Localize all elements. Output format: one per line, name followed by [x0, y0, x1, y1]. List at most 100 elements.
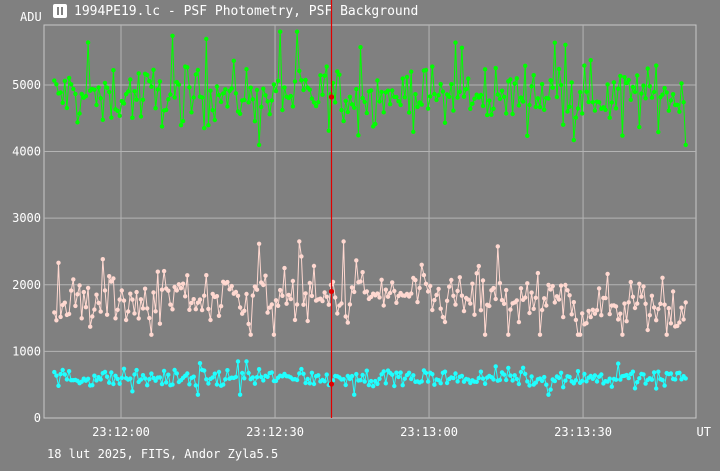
series-point [679, 305, 684, 310]
series-point [98, 377, 103, 382]
series-point [132, 89, 137, 94]
series-point [204, 377, 209, 382]
series-point [176, 282, 182, 287]
series-point [149, 332, 154, 337]
series-point [216, 313, 222, 318]
series-point [575, 369, 581, 374]
series-point [104, 85, 110, 90]
series-point [442, 120, 448, 126]
series-point [520, 99, 526, 104]
series-point [432, 382, 437, 387]
series-point [168, 92, 173, 97]
series-point [387, 102, 393, 107]
series-point [208, 317, 213, 323]
series-point [504, 111, 509, 116]
series-point [626, 300, 631, 305]
series-point [523, 371, 528, 377]
series-point [311, 100, 317, 105]
series-point [166, 372, 171, 377]
series-point [563, 42, 568, 47]
series-point [635, 301, 640, 306]
series-point [284, 301, 289, 306]
series-point [605, 82, 610, 87]
series-point [432, 91, 437, 97]
series-point [529, 290, 534, 295]
series-point [637, 281, 642, 286]
series-point [552, 40, 557, 45]
series-point [485, 112, 490, 118]
series-point [119, 288, 125, 293]
series-point [525, 281, 530, 286]
series-point [313, 103, 319, 109]
series-point [352, 289, 357, 295]
series-point [423, 370, 429, 376]
series-point [681, 317, 686, 322]
series-point [159, 124, 165, 129]
series-point [90, 314, 95, 319]
series-point [345, 320, 350, 325]
series-point [115, 376, 120, 382]
series-point [145, 383, 150, 388]
series-point [98, 96, 103, 101]
series-point [466, 297, 471, 302]
series-point [202, 293, 207, 298]
series-point [390, 280, 395, 285]
series-point [573, 317, 579, 323]
series-point [580, 378, 585, 384]
series-point [531, 306, 536, 311]
series-point [409, 291, 414, 296]
series-point [643, 96, 648, 101]
series-point [248, 85, 253, 90]
series-point [282, 265, 287, 271]
series-point [396, 374, 401, 380]
series-point [411, 373, 416, 378]
series-point [252, 381, 258, 386]
series-point [537, 332, 543, 337]
series-point [628, 97, 633, 103]
series-point [259, 374, 264, 380]
series-point [199, 307, 205, 313]
series-point [561, 122, 566, 127]
series-point [590, 376, 595, 381]
series-point [237, 392, 243, 397]
series-point [425, 379, 431, 384]
series-point [430, 372, 435, 377]
series-point [216, 92, 222, 98]
series-point [157, 321, 163, 326]
series-point [616, 86, 621, 91]
series-point [233, 289, 239, 295]
series-point [375, 381, 380, 387]
series-point [102, 288, 108, 293]
series-point [605, 271, 610, 277]
series-point [660, 377, 665, 383]
series-point [364, 289, 369, 294]
series-point [592, 108, 598, 113]
series-point [94, 378, 99, 383]
series-point [618, 73, 623, 79]
series-point [261, 282, 266, 288]
series-point [183, 294, 188, 299]
series-point [98, 309, 103, 314]
series-point [109, 115, 114, 120]
series-point [309, 293, 315, 299]
series-point [618, 311, 623, 316]
series-point [512, 373, 517, 378]
series-point [413, 277, 418, 283]
series-point [96, 85, 101, 90]
series-point [368, 378, 374, 384]
series-point [681, 100, 686, 105]
series-point [214, 382, 220, 387]
series-point [447, 284, 452, 289]
series-point [400, 383, 405, 388]
series-point [263, 273, 268, 278]
series-point [440, 89, 446, 94]
series-point [455, 288, 460, 294]
series-point [286, 292, 291, 298]
series-point [136, 71, 141, 76]
series-point [385, 88, 391, 93]
series-point [590, 100, 595, 105]
series-point [501, 372, 507, 377]
series-point [423, 281, 429, 286]
series-point [301, 302, 306, 307]
